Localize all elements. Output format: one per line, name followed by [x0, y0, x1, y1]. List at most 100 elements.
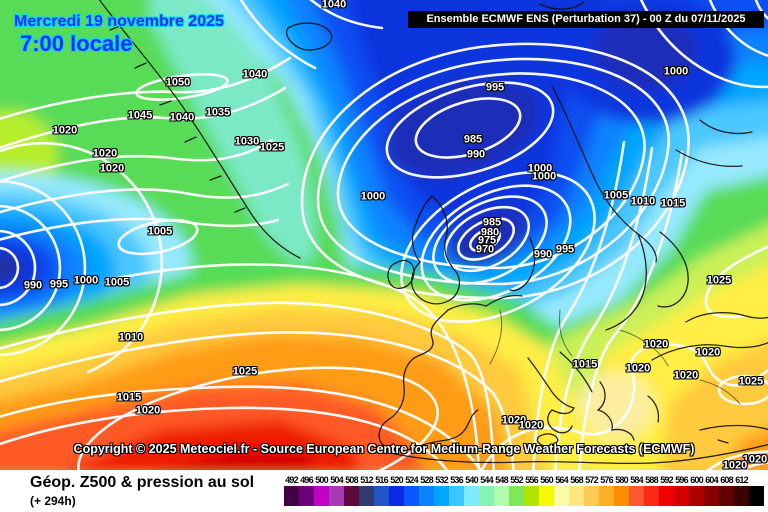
pressure-label: 980 — [480, 226, 500, 239]
legend-value: 528 — [420, 475, 433, 485]
legend-swatch — [734, 486, 749, 506]
legend-swatch — [584, 486, 599, 506]
legend-swatch — [674, 486, 689, 506]
legend-swatch — [644, 486, 659, 506]
legend-value: 536 — [450, 475, 463, 485]
pressure-label: 1040 — [242, 68, 268, 81]
pressure-label: 1020 — [135, 404, 161, 417]
legend-swatch — [419, 486, 434, 506]
legend-value: 544 — [480, 475, 493, 485]
legend-swatch — [659, 486, 674, 506]
pressure-label: 1020 — [673, 369, 699, 382]
pressure-label: 1010 — [118, 331, 144, 344]
legend-value: 572 — [585, 475, 598, 485]
legend-swatch — [284, 486, 299, 506]
legend-value: 584 — [630, 475, 643, 485]
pressure-label: 1045 — [127, 109, 153, 122]
copyright-line: Copyright © 2025 Meteociel.fr - Source E… — [73, 442, 695, 456]
legend-value: 560 — [540, 475, 553, 485]
pressure-label: 1020 — [501, 414, 527, 427]
legend-swatch — [464, 486, 479, 506]
pressure-label: 1015 — [572, 358, 598, 371]
legend-value: 504 — [330, 475, 343, 485]
pressure-label: 1025 — [738, 375, 764, 388]
pressure-label: 1000 — [527, 162, 553, 175]
pressure-label: 1015 — [660, 197, 686, 210]
legend-swatch — [314, 486, 329, 506]
model-banner: Ensemble ECMWF ENS (Perturbation 37) - 0… — [408, 11, 764, 28]
pressure-label: 1000 — [73, 274, 99, 287]
legend-value: 500 — [315, 475, 328, 485]
pressure-label: 985 — [463, 133, 483, 146]
pressure-labels: 1040 1050 1040 1045 1040 1035 1030 1025 1020 1020… — [23, 0, 767, 470]
legend-swatch — [599, 486, 614, 506]
pressure-label: 1000 — [663, 65, 689, 78]
legend-value: 492 — [285, 475, 298, 485]
pressure-label: 1020 — [643, 338, 669, 351]
legend-value: 556 — [525, 475, 538, 485]
footer-bar: Géop. Z500 & pression au sol (+ 294h) 49… — [0, 470, 768, 512]
legend-value: 596 — [675, 475, 688, 485]
isobar-contour-layer — [0, 0, 768, 470]
legend-swatch — [329, 486, 344, 506]
legend-value: 524 — [405, 475, 418, 485]
legend-swatch — [344, 486, 359, 506]
pressure-label: 1020 — [92, 147, 118, 160]
pressure-label: 985 — [482, 216, 502, 229]
pressure-label: 1005 — [603, 189, 629, 202]
pressure-label: 995 — [49, 278, 69, 291]
legend-swatch — [389, 486, 404, 506]
legend-swatch — [359, 486, 374, 506]
pressure-label: 1000 — [360, 190, 386, 203]
legend-swatch — [569, 486, 584, 506]
map-canvas: 1040 1050 1040 1045 1040 1035 1030 1025 1020 1020… — [0, 0, 768, 470]
date-label: Mercredi 19 novembre 2025 — [14, 13, 224, 30]
pressure-label: 1005 — [104, 276, 130, 289]
legend-value: 552 — [510, 475, 523, 485]
legend-swatch — [704, 486, 719, 506]
legend-swatch — [434, 486, 449, 506]
pressure-label: 1040 — [321, 0, 347, 11]
legend-swatch — [749, 486, 764, 506]
legend-swatch — [449, 486, 464, 506]
pressure-label: 1025 — [259, 141, 285, 154]
legend-values: 492 496 500 504 508 512 516 520 524 528 532 536 540 5… — [284, 475, 764, 485]
legend: 492 496 500 504 508 512 516 520 524 528 532 536 540 5… — [284, 475, 764, 506]
map-graphic — [0, 0, 768, 470]
pressure-label: 1020 — [52, 124, 78, 137]
legend-swatch — [539, 486, 554, 506]
legend-value: 532 — [435, 475, 448, 485]
pressure-label: 1010 — [630, 195, 656, 208]
legend-value: 612 — [735, 475, 748, 485]
geopotential-field-layer — [0, 0, 768, 470]
legend-swatch — [494, 486, 509, 506]
legend-swatch — [689, 486, 704, 506]
legend-value: 508 — [345, 475, 358, 485]
lead-time: (+ 294h) — [30, 494, 76, 508]
pressure-label: 970 — [475, 243, 495, 256]
pressure-label: 1015 — [116, 391, 142, 404]
legend-swatch — [509, 486, 524, 506]
legend-value: 512 — [360, 475, 373, 485]
legend-value: 592 — [660, 475, 673, 485]
legend-swatch — [404, 486, 419, 506]
pressure-label: 1040 — [169, 111, 195, 124]
legend-value: 580 — [615, 475, 628, 485]
pressure-label: 975 — [477, 234, 497, 247]
legend-swatch — [629, 486, 644, 506]
pressure-label: 1025 — [232, 365, 258, 378]
pressure-label: 1030 — [234, 135, 260, 148]
time-label: 7:00 locale — [20, 31, 133, 56]
pressure-label: 1000 — [531, 170, 557, 183]
legend-value: 520 — [390, 475, 403, 485]
legend-swatch — [524, 486, 539, 506]
legend-value: 608 — [720, 475, 733, 485]
pressure-label: 1020 — [722, 459, 748, 470]
pressure-label: 1035 — [205, 106, 231, 119]
legend-value: 496 — [300, 475, 313, 485]
pressure-label: 990 — [23, 279, 43, 292]
pressure-label: 990 — [466, 148, 486, 161]
coastline-layer — [98, 0, 768, 465]
legend-value: 600 — [690, 475, 703, 485]
